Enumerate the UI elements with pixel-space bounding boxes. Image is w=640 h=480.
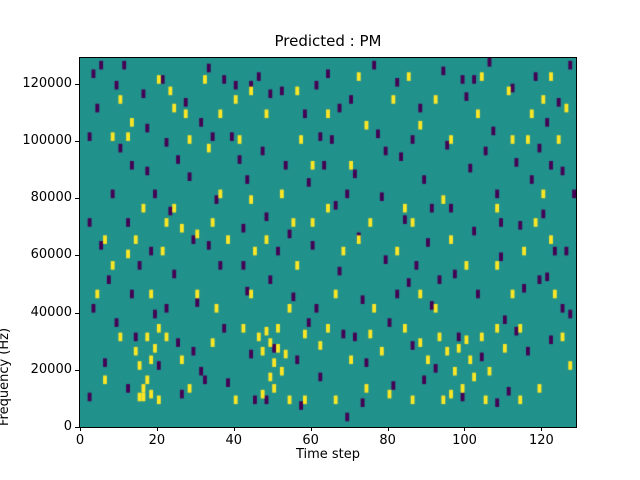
y-tick-label: 80000 bbox=[30, 190, 72, 206]
chart-title: Predicted : PM bbox=[274, 32, 382, 50]
y-tick-label: 40000 bbox=[30, 304, 72, 320]
plot-frame bbox=[79, 57, 577, 428]
x-tick-label: 80 bbox=[379, 433, 396, 448]
x-tick-mark bbox=[310, 427, 312, 431]
x-tick-mark bbox=[464, 427, 466, 431]
y-tick-mark bbox=[75, 83, 79, 85]
y-tick-label: 0 bbox=[63, 419, 72, 434]
x-tick-mark bbox=[80, 427, 81, 431]
x-tick-mark bbox=[156, 427, 158, 431]
y-tick-mark bbox=[75, 255, 79, 257]
x-tick-label: 60 bbox=[302, 433, 319, 448]
y-tick-label: 100000 bbox=[22, 132, 72, 148]
x-tick-label: 40 bbox=[225, 433, 243, 448]
x-tick-label: 20 bbox=[148, 433, 166, 448]
y-tick-mark bbox=[75, 312, 79, 314]
x-tick-label: 0 bbox=[75, 433, 85, 448]
y-tick-label: 60000 bbox=[30, 247, 72, 263]
y-tick-mark bbox=[75, 198, 79, 200]
x-tick-mark bbox=[541, 427, 543, 431]
x-tick-label: 100 bbox=[452, 433, 477, 448]
x-tick-mark bbox=[233, 427, 235, 431]
x-axis-label: Time step bbox=[295, 447, 361, 462]
y-tick-mark bbox=[75, 140, 79, 142]
y-axis-label: Frequency (Hz) bbox=[0, 327, 12, 426]
y-tick-mark bbox=[75, 369, 79, 371]
y-tick-label: 120000 bbox=[22, 75, 72, 91]
x-tick-label: 120 bbox=[528, 433, 554, 448]
y-tick-label: 20000 bbox=[30, 361, 72, 377]
x-tick-mark bbox=[387, 427, 389, 431]
y-tick-mark bbox=[75, 427, 79, 428]
heatmap-plot bbox=[80, 58, 576, 427]
